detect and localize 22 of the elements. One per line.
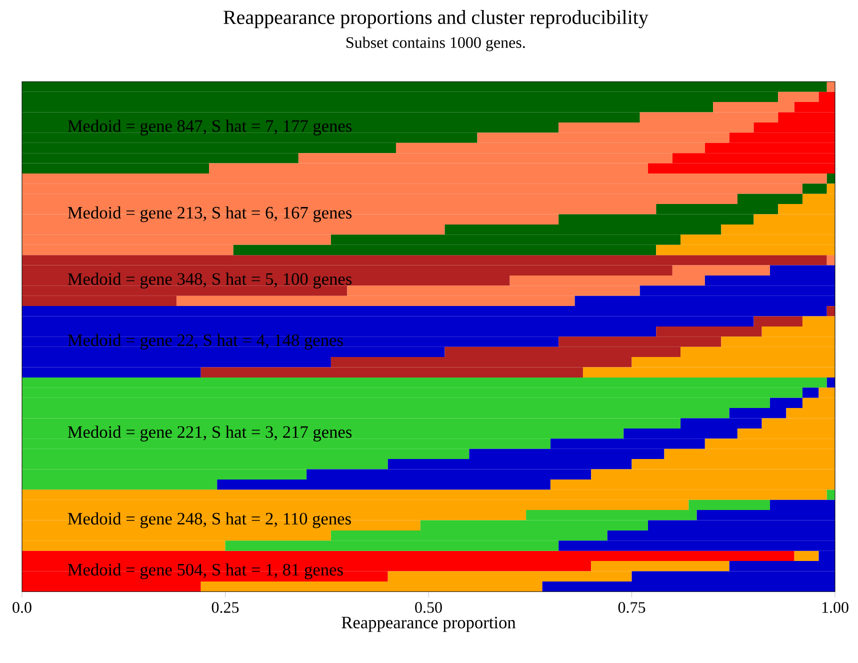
- annotation: Medoid = gene 22, S hat = 4, 148 genes: [68, 334, 343, 350]
- chart-title: Reappearance proportions and cluster reproducibility: [224, 10, 648, 28]
- annotation: Medoid = gene 221, S hat = 3, 217 genes: [68, 426, 352, 442]
- annotation: Medoid = gene 348, S hat = 5, 100 genes: [68, 272, 352, 288]
- bar: [826, 255, 835, 266]
- annotation: Medoid = gene 248, S hat = 2, 110 genes: [68, 512, 351, 528]
- bar: [826, 173, 835, 184]
- x-tick-label: 0.50: [415, 602, 442, 613]
- x-axis-title: Reappearance proportion: [342, 616, 516, 632]
- annotation: Medoid = gene 504, S hat = 1, 81 genes: [68, 563, 343, 580]
- annotation: Medoid = gene 847, S hat = 7, 177 genes: [68, 120, 352, 136]
- chart-subtitle: Subset contains 1000 genes.: [346, 36, 525, 52]
- bar: [826, 306, 835, 316]
- bar: [802, 388, 819, 398]
- x-tick-label: 0.25: [212, 602, 239, 613]
- bar: [826, 82, 835, 92]
- x-tick-label: 1.00: [822, 602, 848, 613]
- x-tick-label: 0.0: [12, 602, 32, 613]
- annotation: Medoid = gene 213, S hat = 6, 167 genes: [68, 206, 352, 222]
- bar: [826, 377, 835, 388]
- x-tick-label: 0.75: [618, 602, 646, 613]
- bar: [802, 184, 827, 194]
